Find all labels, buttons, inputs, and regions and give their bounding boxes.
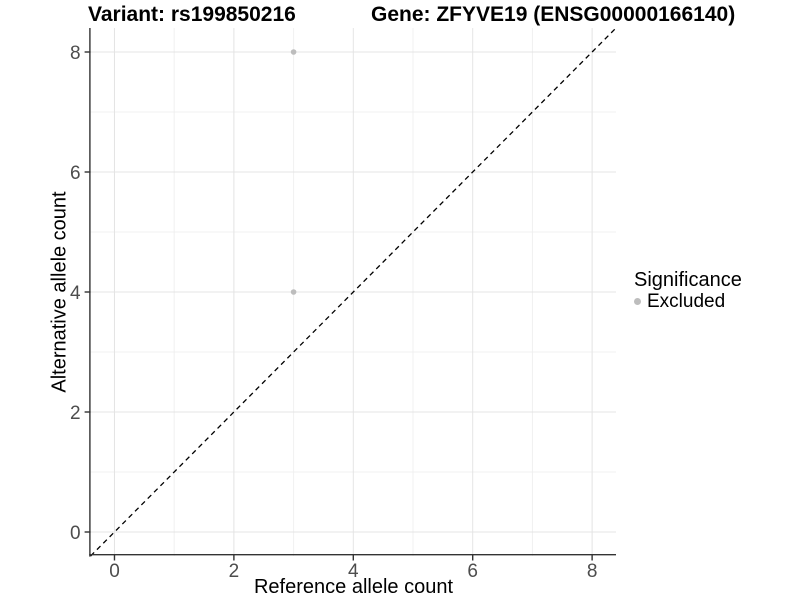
y-tick-label: 6 bbox=[70, 163, 81, 184]
x-tick-label: 0 bbox=[109, 561, 120, 582]
y-tick-label: 0 bbox=[70, 523, 81, 544]
x-tick-label: 8 bbox=[587, 561, 598, 582]
legend-item-excluded: Excluded bbox=[634, 291, 742, 312]
data-point bbox=[290, 289, 297, 295]
data-point bbox=[290, 49, 297, 55]
x-tick-label: 2 bbox=[229, 561, 240, 582]
plot-title-variant: Variant: rs199850216 bbox=[88, 3, 296, 26]
legend-item-label: Excluded bbox=[647, 291, 726, 312]
identity-reference-line bbox=[90, 27, 617, 557]
y-tick-label: 2 bbox=[70, 403, 81, 424]
y-axis-title: Alternative allele count bbox=[48, 191, 71, 393]
legend-title: Significance bbox=[634, 269, 742, 291]
legend: Significance Excluded bbox=[634, 269, 742, 312]
x-axis-title: Reference allele count bbox=[253, 576, 453, 598]
y-tick-label: 4 bbox=[70, 283, 81, 304]
x-tick-label: 6 bbox=[467, 561, 478, 582]
x-tick-label: 4 bbox=[348, 561, 359, 582]
plot-title-gene: Gene: ZFYVE19 (ENSG00000166140) bbox=[371, 3, 736, 26]
y-tick-label: 8 bbox=[70, 43, 81, 64]
legend-point-icon bbox=[634, 298, 641, 305]
